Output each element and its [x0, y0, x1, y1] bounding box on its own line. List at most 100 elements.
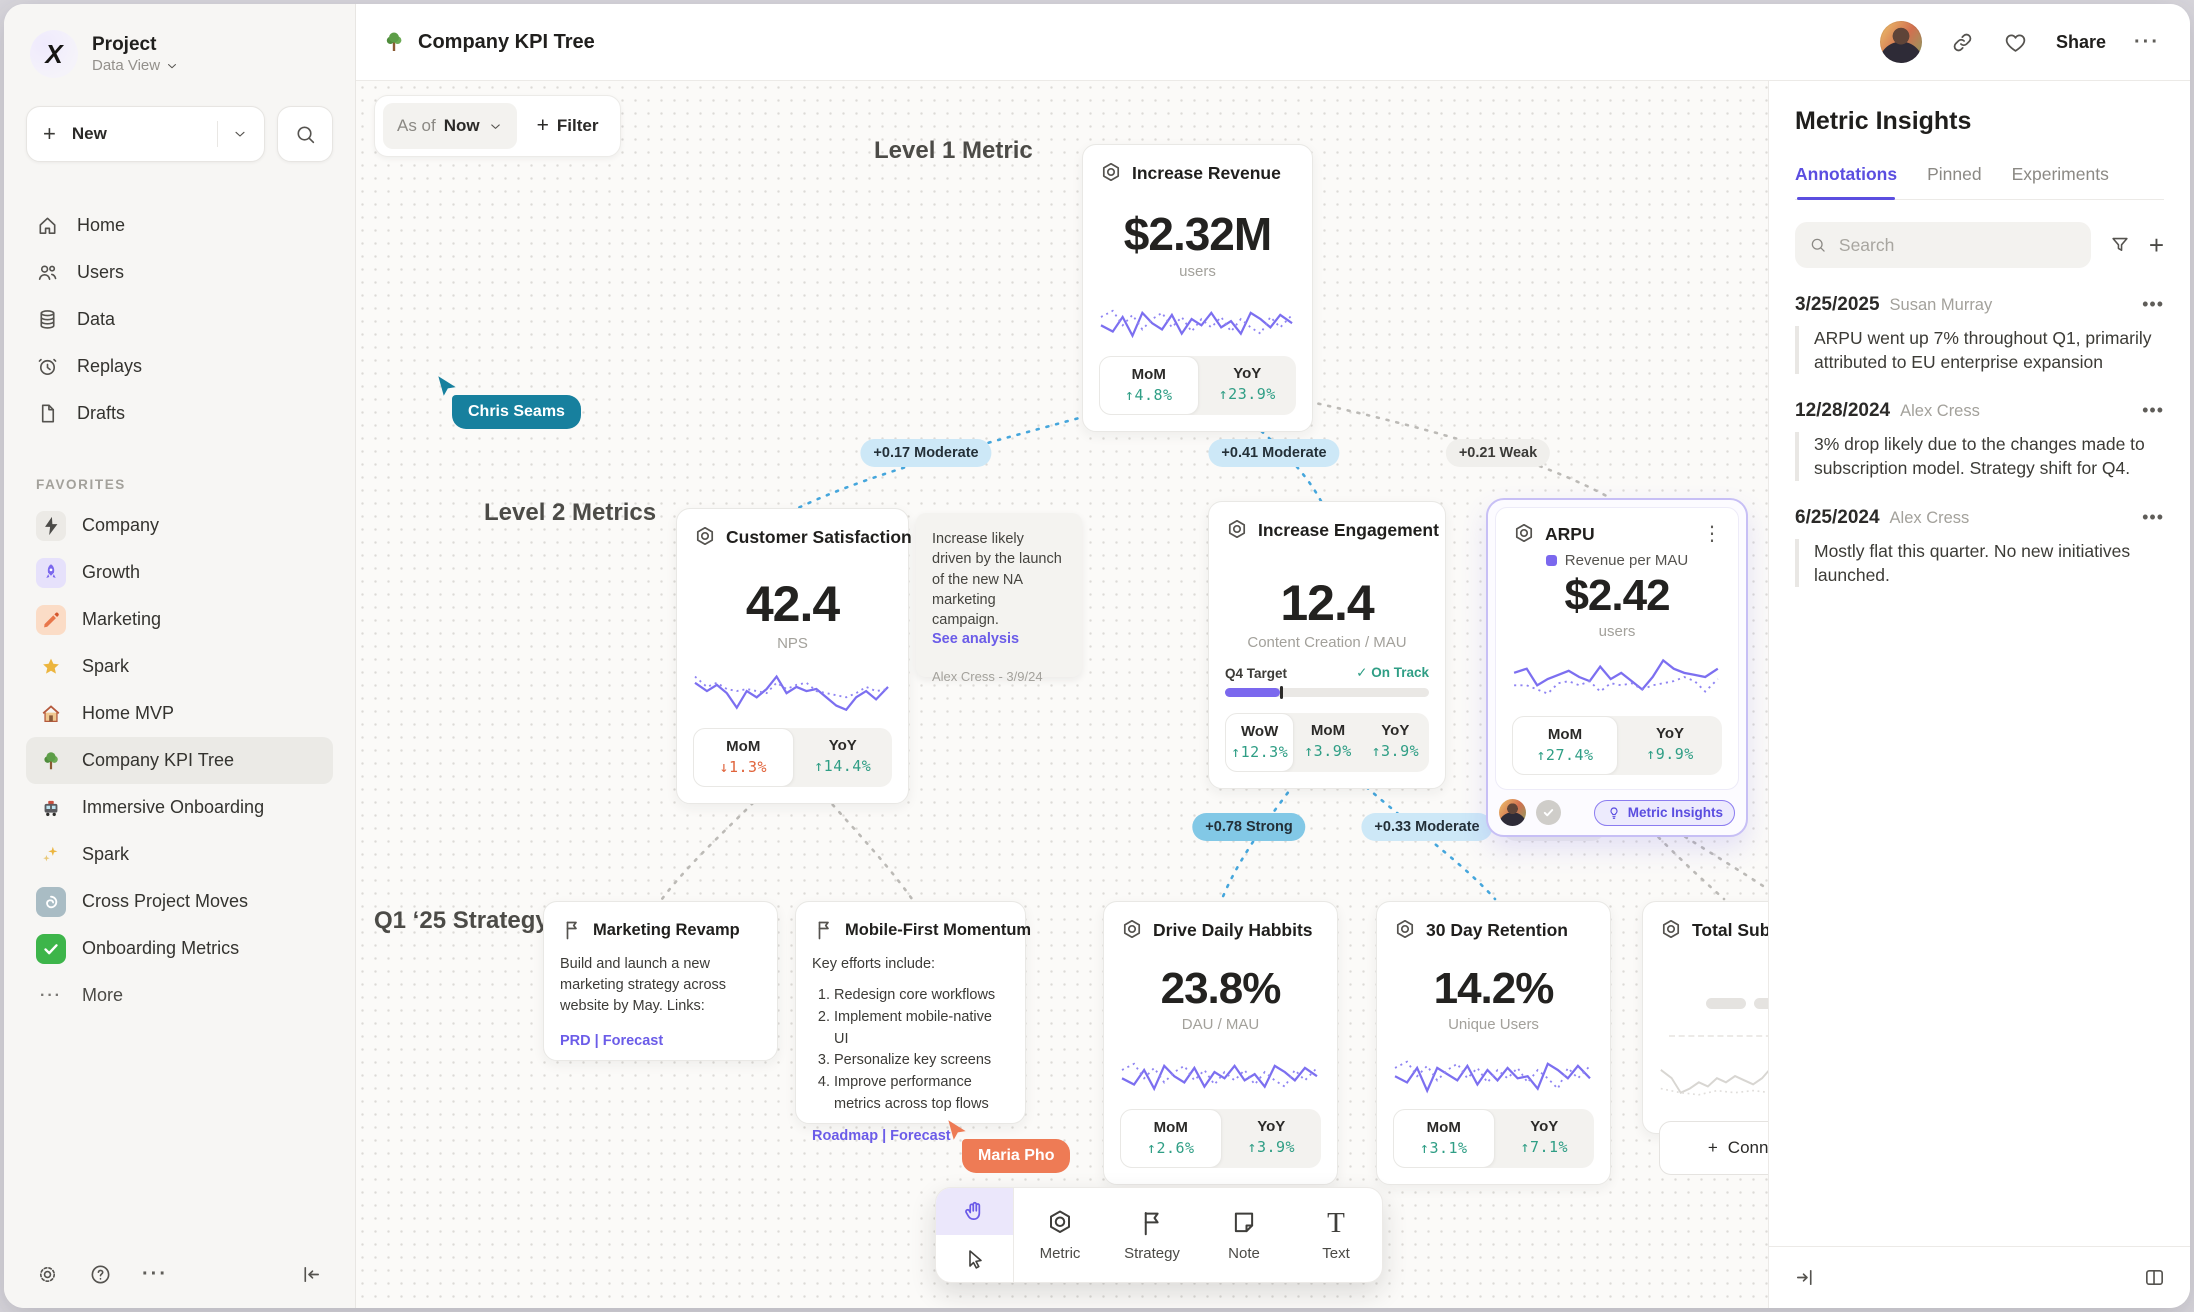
add-annotation-button[interactable]: + [2149, 232, 2164, 258]
edge-label[interactable]: +0.78 Strong [1192, 813, 1306, 841]
tab-annotations[interactable]: Annotations [1795, 164, 1897, 200]
sidebar-item-home[interactable]: Home [26, 202, 333, 249]
stat-mom[interactable]: MoM ↑3.1% [1393, 1109, 1495, 1168]
see-analysis-link[interactable]: See analysis [932, 631, 1020, 648]
filter-annotations-button[interactable] [2109, 234, 2131, 256]
sidebar-item-company[interactable]: Company [26, 502, 333, 549]
metric-card-30-day-retention[interactable]: 30 Day Retention 14.2% Unique Users MoM ↑… [1376, 901, 1611, 1185]
project-subtitle[interactable]: Data View [92, 57, 179, 74]
share-button[interactable]: Share [2055, 31, 2107, 52]
settings-button[interactable] [36, 1263, 59, 1286]
connect-button[interactable]: + Connect [1659, 1121, 1768, 1175]
stat-mom[interactable]: MoM ↑4.8% [1099, 356, 1199, 415]
edge-label[interactable]: +0.33 Moderate [1361, 813, 1493, 841]
sidebar-item-label: Spark [82, 656, 130, 676]
sidebar-item-immersive-onboarding[interactable]: Immersive Onboarding [26, 784, 333, 831]
collapse-panel-button[interactable] [1793, 1266, 1816, 1289]
collapse-sidebar-button[interactable] [300, 1263, 323, 1286]
search-field[interactable] [1795, 222, 2091, 268]
annotation-item[interactable]: 12/28/2024 Alex Cress ••• 3% drop likely… [1795, 400, 2164, 481]
metric-card-total-subscriptions[interactable]: Total Subscript + Connect [1642, 901, 1768, 1175]
avatar[interactable] [1879, 21, 1922, 63]
sidebar-item-data[interactable]: Data [26, 296, 333, 343]
strategy-card-mobile-first-momentum[interactable]: Mobile-First Momentum Key efforts includ… [795, 901, 1031, 1144]
stat-mom[interactable]: MoM ↑27.4% [1512, 716, 1618, 775]
stat-label: YoY [828, 737, 857, 754]
stat-yoy[interactable]: YoY ↑3.9% [1362, 713, 1429, 772]
sidebar-item-drafts[interactable]: Drafts [26, 390, 333, 437]
annotation-date: 3/25/2025 [1795, 294, 1880, 315]
annotation-menu-button[interactable]: ••• [2142, 506, 2164, 527]
select-tool-button[interactable] [936, 1235, 1013, 1282]
tab-experiments[interactable]: Experiments [2011, 164, 2109, 184]
metric-value: 14.2% [1433, 964, 1555, 1013]
stat-value: ↑12.3% [1231, 743, 1289, 761]
sidebar-item-label: Immersive Onboarding [82, 797, 265, 817]
new-button[interactable]: + New [26, 106, 265, 162]
edge-label[interactable]: +0.21 Weak [1445, 439, 1551, 467]
annotation-menu-button[interactable]: ••• [2142, 294, 2164, 314]
search-input[interactable] [1836, 233, 2077, 257]
annotation-date: 12/28/2024 [1795, 400, 1891, 422]
search-icon [296, 125, 314, 143]
collapse-right-icon [1796, 1269, 1812, 1286]
stat-label: MoM [1153, 1119, 1188, 1136]
annotation-menu-button[interactable]: ••• [2142, 400, 2164, 421]
card-menu-button[interactable]: ⋮ [1702, 523, 1722, 545]
sidebar-item-more[interactable]: ··· More [26, 972, 333, 1019]
search-button[interactable] [277, 106, 333, 162]
metric-insights-button[interactable]: Metric Insights [1593, 799, 1735, 826]
edge-label[interactable]: +0.41 Moderate [1208, 439, 1340, 467]
sidebar-item-company-kpi-tree[interactable]: Company KPI Tree [26, 737, 333, 784]
note-tool-button[interactable]: Note [1198, 1188, 1290, 1282]
tab-pinned[interactable]: Pinned [1927, 164, 1982, 184]
sidebar-item-growth[interactable]: Growth [26, 549, 333, 596]
strategy-card-marketing-revamp[interactable]: Marketing Revamp Build and launch a new … [543, 901, 778, 1061]
stat-mom[interactable]: MoM ↓1.3% [693, 728, 794, 787]
copy-link-button[interactable] [1950, 30, 1975, 55]
metric-card-title: Increase Revenue [1132, 162, 1281, 183]
text-tool-button[interactable]: T Text [1290, 1188, 1382, 1282]
annotation-item[interactable]: 6/25/2024 Alex Cress ••• Mostly flat thi… [1795, 507, 2164, 587]
metric-card-increase-engagement[interactable]: Increase Engagement 12.4 Content Creatio… [1208, 501, 1446, 789]
metric-card-increase-revenue[interactable]: Increase Revenue $2.32M users MoM ↑4.8% Y… [1082, 144, 1313, 432]
stat-mom[interactable]: MoM ↑2.6% [1120, 1109, 1222, 1168]
favorite-button[interactable] [2003, 30, 2028, 55]
stat-yoy[interactable]: YoY ↑9.9% [1618, 716, 1722, 775]
layout-columns-button[interactable] [2143, 1266, 2166, 1289]
stat-yoy[interactable]: YoY ↑23.9% [1199, 356, 1297, 415]
hand-tool-button[interactable] [936, 1188, 1013, 1235]
asof-dropdown[interactable]: As of Now [383, 103, 517, 149]
stat-yoy[interactable]: YoY ↑14.4% [794, 728, 893, 787]
edge-label[interactable]: +0.17 Moderate [860, 439, 992, 467]
sidebar-item-home-mvp[interactable]: Home MVP [26, 690, 333, 737]
panel-footer [1769, 1246, 2190, 1308]
strategy-tool-button[interactable]: Strategy [1106, 1188, 1198, 1282]
sidebar-item-onboarding-metrics[interactable]: Onboarding Metrics [26, 925, 333, 972]
metric-card-drive-daily-habbits[interactable]: Drive Daily Habbits 23.8% DAU / MAU MoM ↑… [1103, 901, 1338, 1185]
stat-wow[interactable]: WoW ↑12.3% [1225, 713, 1295, 772]
sidebar-item-users[interactable]: Users [26, 249, 333, 296]
cursor-name-tag: Maria Pho [962, 1139, 1071, 1173]
annotation-item[interactable]: 3/25/2025 Susan Murray ••• ARPU went up … [1795, 294, 2164, 375]
strategy-links[interactable]: Roadmap | Forecast [812, 1127, 951, 1144]
metric-tool-button[interactable]: Metric [1014, 1188, 1106, 1282]
metric-card-arpu-selected[interactable]: ARPU ⋮ Revenue per MAU $2.42 users [1486, 498, 1748, 837]
kpi-canvas[interactable]: As of Now + Filter Level 1 Metric Level … [356, 81, 1768, 1308]
strategy-links[interactable]: PRD | Forecast [560, 1033, 664, 1050]
sidebar-item-spark-2[interactable]: Spark [26, 831, 333, 878]
canvas-note[interactable]: Increase likely driven by the launch of … [916, 513, 1082, 684]
sidebar-item-spark[interactable]: Spark [26, 643, 333, 690]
stat-mom[interactable]: MoM ↑3.9% [1294, 713, 1361, 772]
stat-yoy[interactable]: YoY ↑3.9% [1222, 1109, 1322, 1168]
help-button[interactable] [89, 1263, 112, 1286]
filter-button[interactable]: + Filter [523, 114, 613, 138]
sidebar-more-button[interactable]: ··· [142, 1263, 168, 1286]
metric-card-customer-satisfaction[interactable]: Customer Satisfaction 42.4 NPS MoM ↓1.3% … [676, 508, 912, 804]
sidebar-item-marketing[interactable]: Marketing [26, 596, 333, 643]
header-more-button[interactable]: ··· [2134, 31, 2160, 54]
sidebar-item-replays[interactable]: Replays [26, 343, 333, 390]
stat-yoy[interactable]: YoY ↑7.1% [1495, 1109, 1595, 1168]
sidebar-item-cross-project-moves[interactable]: Cross Project Moves [26, 878, 333, 925]
project-switcher[interactable]: X Project Data View [26, 30, 333, 78]
